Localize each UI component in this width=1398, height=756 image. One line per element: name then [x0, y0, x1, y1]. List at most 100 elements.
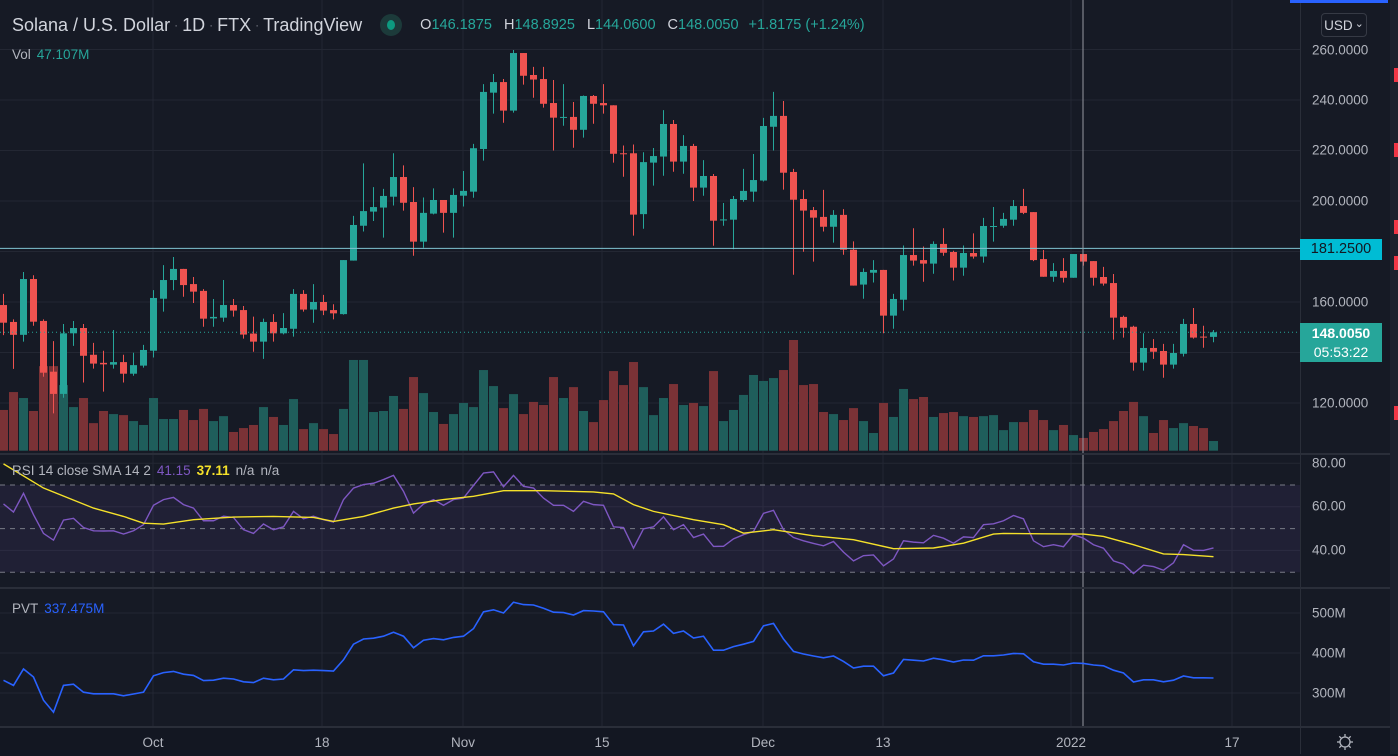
candle-body: [440, 199, 447, 213]
chart-settings-button[interactable]: [1335, 733, 1355, 751]
volume-bar: [1129, 401, 1138, 451]
candle-body: [330, 310, 337, 314]
price-axis[interactable]: [1301, 0, 1390, 453]
price-axis-border: [1300, 0, 1301, 754]
volume-bar: [1039, 420, 1048, 451]
volume-bar: [309, 423, 318, 451]
pvt-line: [3, 601, 1214, 714]
volume-bar: [969, 416, 978, 451]
candle-body: [230, 305, 237, 311]
volume-bar: [1089, 431, 1098, 451]
candle-body: [350, 224, 357, 261]
pane-divider[interactable]: [0, 453, 1390, 455]
candle-body: [840, 214, 847, 250]
volume-bar: [1049, 430, 1058, 451]
volume-bar: [909, 399, 918, 451]
time-axis[interactable]: [0, 728, 1300, 754]
candle-body: [450, 194, 457, 213]
currency-selector[interactable]: USD ⌄: [1321, 13, 1367, 37]
candle-body: [20, 279, 27, 335]
candle-body: [630, 153, 637, 215]
close-value: 148.0050: [678, 17, 739, 33]
volume-bar: [209, 421, 218, 451]
candle-body: [590, 95, 597, 104]
pane-divider[interactable]: [0, 587, 1390, 589]
candle-body: [770, 115, 777, 127]
candle-body: [650, 156, 657, 163]
volume-bar: [1139, 416, 1148, 451]
volume-bar: [139, 424, 148, 451]
candle-body: [690, 145, 697, 188]
volume-bar: [519, 414, 528, 451]
time-tick: Dec: [750, 735, 776, 750]
volume-bar: [9, 392, 18, 451]
volume-bar: [299, 429, 308, 451]
candle-body: [1060, 270, 1067, 278]
rsi-tick: 60.00: [1312, 498, 1346, 514]
volume-bar: [89, 423, 98, 451]
volume-bar: [1069, 435, 1078, 451]
candle-body: [980, 225, 987, 257]
time-tick: 17: [1224, 735, 1240, 750]
candle-body: [830, 214, 837, 227]
candle-body: [760, 126, 767, 181]
candle-body: [1050, 270, 1057, 277]
volume-bar: [579, 410, 588, 451]
volume-bar: [439, 423, 448, 451]
pvt-tick: 300M: [1312, 685, 1346, 701]
candle-body: [70, 328, 77, 334]
volume-bar: [619, 385, 628, 451]
volume-bar: [609, 371, 618, 451]
candle-body: [310, 302, 317, 310]
high-value: 148.8925: [514, 17, 575, 33]
volume-legend[interactable]: Vol 47.107M: [12, 47, 90, 62]
candle-body: [580, 95, 587, 130]
volume-bar: [19, 398, 28, 451]
candle-body: [640, 162, 647, 215]
candle-body: [140, 349, 147, 366]
candle-body: [400, 177, 407, 203]
candle-body: [1100, 277, 1107, 284]
market-status-icon[interactable]: [380, 14, 403, 36]
volume-bar: [489, 386, 498, 451]
volume-bar: [819, 412, 828, 451]
candle-body: [810, 210, 817, 218]
volume-bar: [279, 424, 288, 451]
chevron-down-icon: ⌄: [1354, 17, 1364, 30]
price-tick: 200.0000: [1312, 193, 1369, 209]
volume-bar: [469, 407, 478, 451]
volume-bar: [889, 416, 898, 451]
candle-body: [1190, 323, 1197, 338]
rsi-axis[interactable]: [1301, 455, 1390, 587]
price-tick: 120.0000: [1312, 395, 1369, 411]
volume-bar: [939, 413, 948, 451]
volume-bar: [689, 402, 698, 451]
volume-bar: [0, 409, 8, 451]
time-tick: 15: [594, 735, 610, 750]
candle-body: [490, 82, 497, 93]
active-tab-indicator: [1290, 0, 1388, 3]
candle-body: [280, 328, 287, 334]
symbol-legend[interactable]: Solana / U.S. Dollar · 1D · FTX · Tradin…: [12, 14, 865, 36]
data-source: TradingView: [263, 14, 363, 35]
volume-bar: [919, 396, 928, 451]
rsi-legend[interactable]: RSI 14 close SMA 14 2 41.15 37.11 n/a n/a: [12, 463, 280, 478]
candle-body: [540, 79, 547, 104]
symbol-name[interactable]: Solana / U.S. Dollar: [12, 14, 171, 35]
candle-body: [1180, 323, 1187, 354]
candle-body: [780, 115, 787, 173]
candle-body: [1010, 206, 1017, 220]
pvt-legend[interactable]: PVT 337.475M: [12, 601, 105, 616]
pvt-axis[interactable]: [1301, 589, 1390, 726]
pane-divider: [0, 726, 1390, 728]
interval[interactable]: 1D: [182, 14, 206, 35]
candle-body: [730, 198, 737, 220]
candle-body: [1020, 206, 1027, 213]
alert-marker: [1394, 256, 1398, 270]
candle-body: [600, 103, 607, 106]
chart-canvas[interactable]: [0, 0, 1390, 728]
candle-body: [40, 320, 47, 373]
volume-bar: [859, 421, 868, 451]
candle-body: [60, 333, 67, 394]
right-toolbar-strip[interactable]: [1390, 0, 1398, 754]
